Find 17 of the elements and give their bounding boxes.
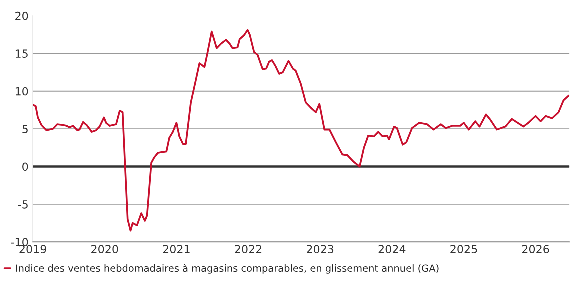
x-tick-label: 2026 <box>522 245 550 254</box>
x-tick-label: 2021 <box>163 245 190 254</box>
y-tick-label: -10 <box>11 238 28 247</box>
y-tick-label: 10 <box>16 87 28 96</box>
x-tick-label: 2019 <box>20 245 46 254</box>
x-tick-label: 2025 <box>450 245 478 254</box>
y-tick-label: 0 <box>22 162 28 172</box>
y-tick-label: 15 <box>16 50 28 58</box>
x-tick-label: 2022 <box>235 245 262 254</box>
line-series <box>33 29 570 232</box>
legend-label: Indice des ventes hebdomadaires à magasins comparables, en glissement annuel (GA) <box>16 264 439 274</box>
y-tick-label: 5 <box>22 125 28 134</box>
x-tick-label: 2024 <box>378 245 406 254</box>
y-tick-label: 20 <box>16 12 28 20</box>
x-tick-label: 2023 <box>307 245 334 254</box>
y-tick-label: -5 <box>18 200 28 209</box>
x-tick-label: 2020 <box>92 245 118 254</box>
